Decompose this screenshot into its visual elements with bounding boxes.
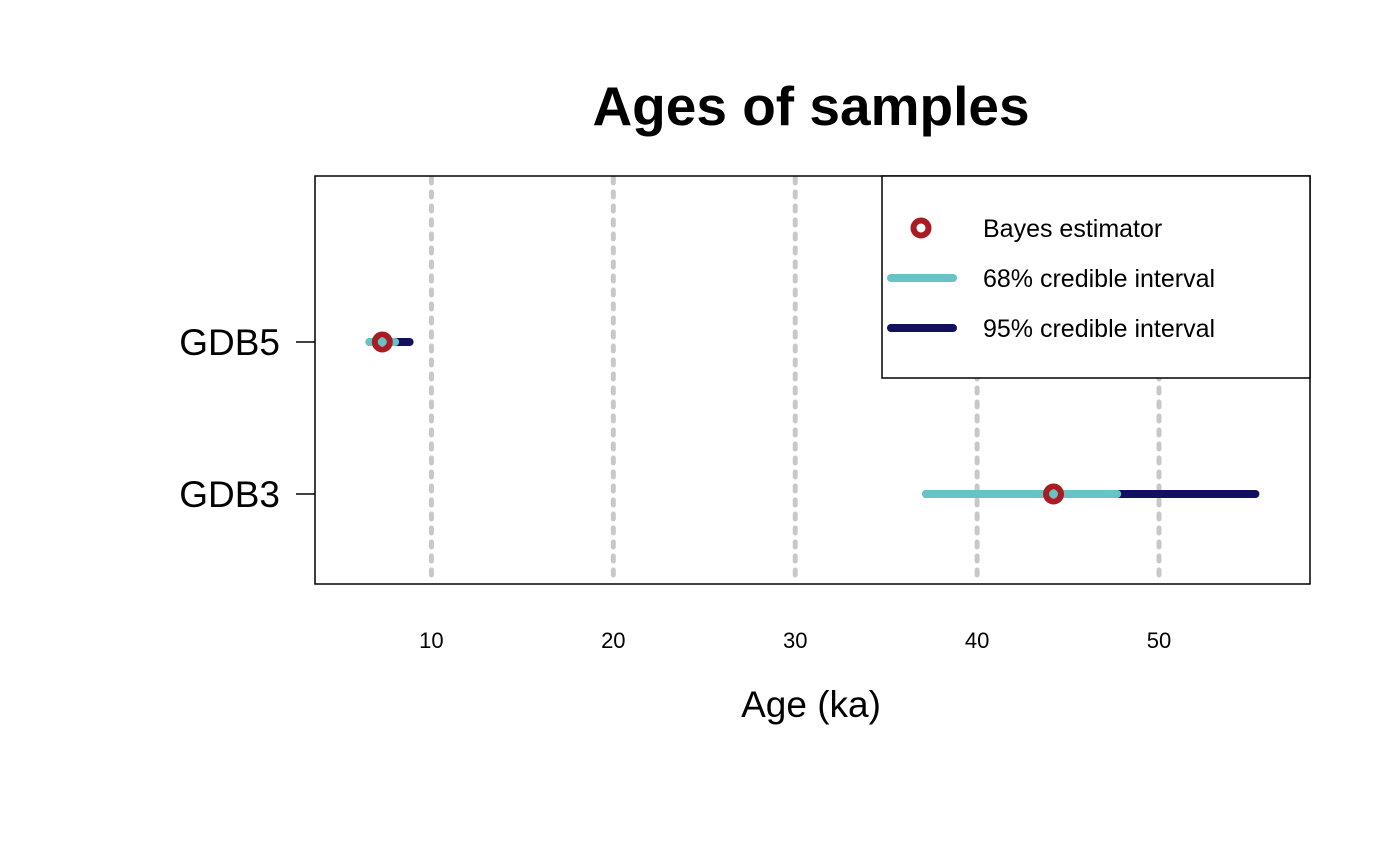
x-tick-label: 10: [419, 628, 443, 653]
bayes-estimate-point: [371, 331, 393, 353]
legend-label: 95% credible interval: [983, 315, 1215, 343]
legend-symbol: [910, 217, 932, 239]
x-axis: 10 20 30 40 50: [419, 628, 1171, 653]
legend-label: 68% credible interval: [983, 265, 1215, 293]
x-tick-label: 40: [965, 628, 989, 653]
x-tick-label: 30: [783, 628, 807, 653]
plot-frame: [314, 175, 1311, 585]
chart-title: Ages of samples: [592, 75, 1029, 137]
x-tick-label: 20: [601, 628, 625, 653]
legend-label: Bayes estimator: [983, 215, 1162, 243]
bayes-estimate-point: [1043, 483, 1065, 505]
y-tick-label: GDB3: [179, 474, 280, 515]
legend: Bayes estimator 68% credible interval 95% …: [881, 175, 1311, 379]
y-axis: GDB5 GDB3: [179, 322, 315, 515]
x-axis-label: Age (ka): [741, 684, 881, 725]
estimate-points: [371, 331, 1065, 505]
grid-lines: [428, 175, 1162, 585]
y-tick-label: GDB5: [179, 322, 280, 363]
x-tick-label: 50: [1147, 628, 1171, 653]
